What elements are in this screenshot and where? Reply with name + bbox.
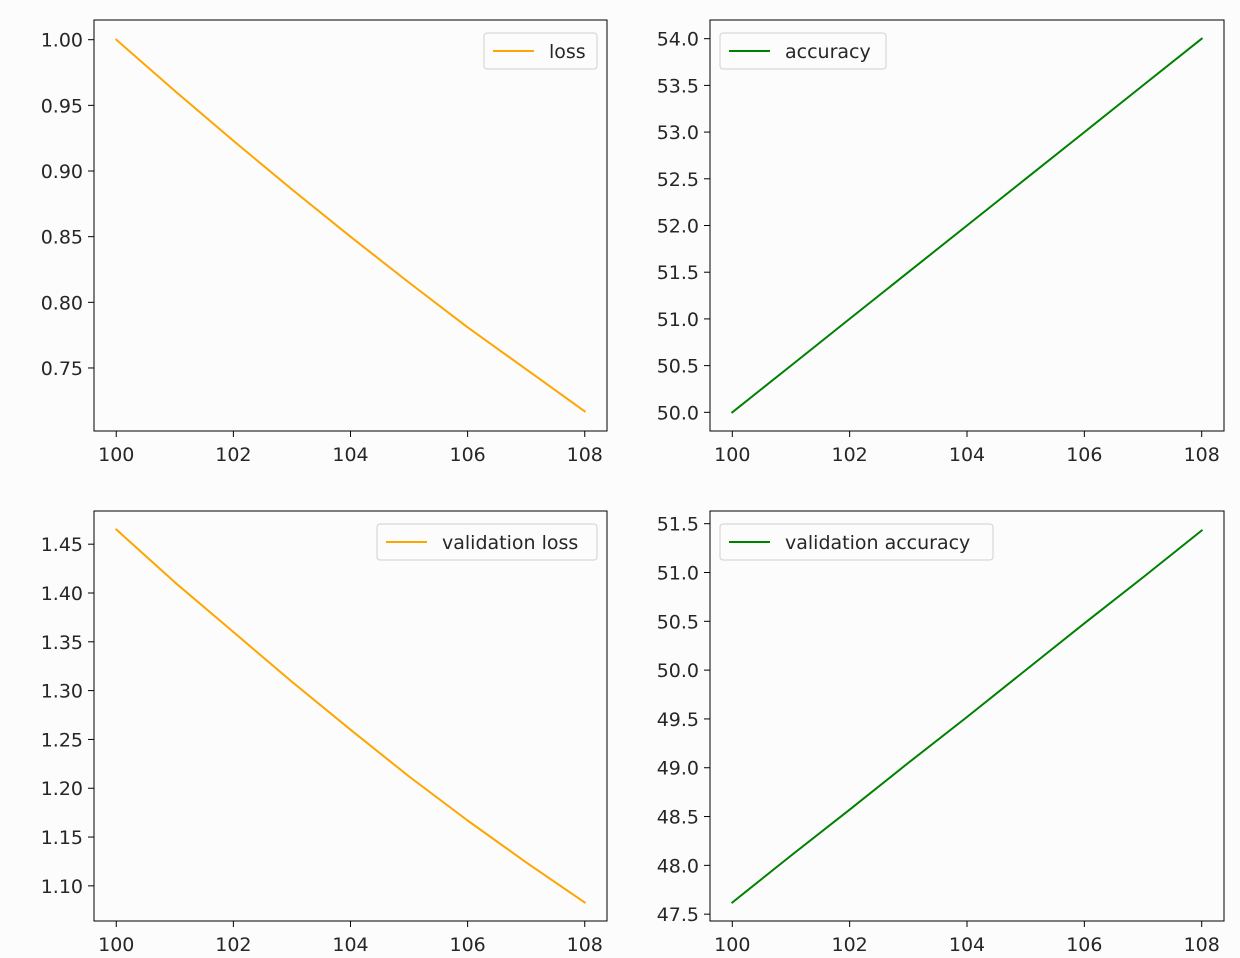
- y-tick-label: 53.5: [657, 75, 699, 97]
- legend-label: validation loss: [442, 532, 578, 554]
- x-tick-label: 108: [1184, 934, 1220, 956]
- y-tick-label: 0.75: [41, 358, 83, 380]
- x-tick-label: 100: [98, 934, 134, 956]
- y-tick-label: 52.5: [657, 169, 699, 191]
- legend: loss: [483, 32, 598, 70]
- legend-label: accuracy: [785, 41, 871, 63]
- legend-box: [719, 32, 887, 70]
- x-tick-label: 102: [832, 444, 868, 466]
- x-tick-label: 100: [714, 934, 750, 956]
- y-tick-label: 52.0: [657, 216, 699, 238]
- y-tick-label: 51.5: [657, 514, 699, 536]
- legend-box: [719, 523, 994, 561]
- x-tick-label: 106: [1066, 934, 1102, 956]
- y-tick-label: 54.0: [657, 29, 699, 51]
- y-tick-label: 1.25: [41, 729, 83, 751]
- chart-panel-4: 100 102 104 106 108 47.5 48.0 48.5 49.0 49.5 50.0 5…: [657, 510, 1225, 956]
- y-tick-label: 50.0: [657, 402, 699, 424]
- x-tick-label: 106: [1066, 444, 1102, 466]
- x-tick-label: 108: [567, 934, 603, 956]
- x-tick-label: 102: [215, 934, 251, 956]
- x-tick-label: 106: [449, 444, 485, 466]
- y-tick-label: 48.0: [657, 855, 699, 877]
- y-tick-label: 51.0: [657, 563, 699, 585]
- plot-area: [93, 510, 608, 922]
- y-tick-label: 0.90: [41, 161, 83, 183]
- y-tick-label: 47.5: [657, 904, 699, 926]
- y-tick-label: 1.10: [41, 876, 83, 898]
- legend-box: [376, 523, 598, 561]
- y-tick-label: 48.5: [657, 807, 699, 829]
- y-tick-label: 50.5: [657, 611, 699, 633]
- plot-area: [93, 19, 608, 432]
- legend-box: [483, 32, 598, 70]
- chart-panel-1: 100 102 104 106 108 0.75 0.80 0.85 0.90 0.95 1.00 l…: [41, 19, 608, 466]
- x-tick-label: 104: [332, 444, 368, 466]
- y-tick-label: 1.15: [41, 827, 83, 849]
- legend: validation accuracy: [719, 523, 994, 561]
- series-line-loss: [114, 38, 587, 413]
- legend: validation loss: [376, 523, 598, 561]
- chart-panel-3: 100 102 104 106 108 1.10 1.15 1.20 1.25 1.30 1.35 1…: [41, 510, 608, 956]
- x-tick-label: 108: [567, 444, 603, 466]
- chart-panel-2: 100 102 104 106 108 50.0 50.5 51.0 51.5 52.0 52.5 5…: [657, 19, 1225, 466]
- y-tick-label: 53.0: [657, 122, 699, 144]
- y-tick-label: 1.40: [41, 583, 83, 605]
- legend: accuracy: [719, 32, 887, 70]
- y-tick-label: 51.0: [657, 309, 699, 331]
- series-line-accuracy: [730, 37, 1204, 414]
- y-tick-label: 1.30: [41, 681, 83, 703]
- legend-label: loss: [549, 41, 586, 63]
- y-tick-label: 50.0: [657, 660, 699, 682]
- x-tick-label: 104: [949, 444, 985, 466]
- y-tick-label: 1.00: [41, 30, 83, 52]
- series-line-validation-loss: [114, 528, 587, 904]
- x-tick-label: 102: [832, 934, 868, 956]
- y-tick-label: 1.20: [41, 778, 83, 800]
- x-tick-label: 104: [949, 934, 985, 956]
- y-tick-label: 0.95: [41, 95, 83, 117]
- y-tick-label: 51.5: [657, 262, 699, 284]
- legend-label: validation accuracy: [785, 532, 970, 554]
- y-tick-label: 0.85: [41, 227, 83, 249]
- series-line-validation-accuracy: [730, 529, 1204, 904]
- y-tick-label: 0.80: [41, 292, 83, 314]
- x-tick-label: 102: [215, 444, 251, 466]
- y-tick-label: 50.5: [657, 356, 699, 378]
- x-tick-label: 108: [1184, 444, 1220, 466]
- y-tick-label: 1.45: [41, 534, 83, 556]
- y-tick-label: 49.0: [657, 758, 699, 780]
- x-tick-label: 100: [714, 444, 750, 466]
- x-tick-label: 100: [98, 444, 134, 466]
- x-tick-label: 104: [332, 934, 368, 956]
- x-tick-label: 106: [449, 934, 485, 956]
- y-tick-label: 1.35: [41, 632, 83, 654]
- y-tick-label: 49.5: [657, 709, 699, 731]
